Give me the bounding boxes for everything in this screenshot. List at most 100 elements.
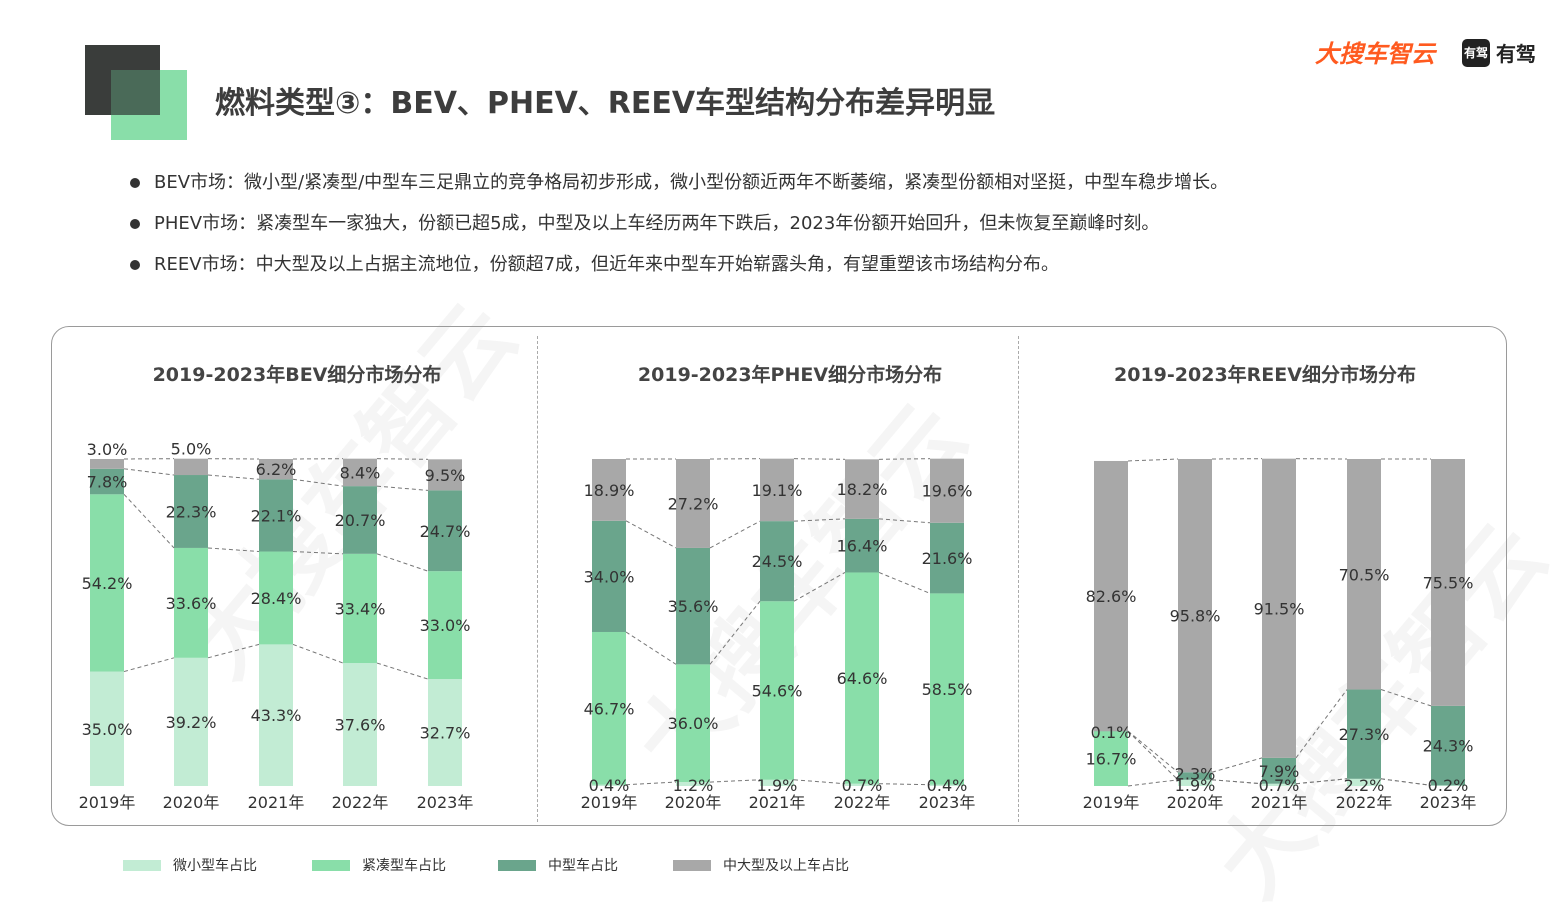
connector-line-mini bbox=[794, 780, 845, 784]
data-label-compact: 46.7% bbox=[584, 699, 635, 718]
data-label-large: 5.0% bbox=[171, 440, 212, 459]
bar-segment-large bbox=[90, 459, 124, 469]
data-label-large: 18.9% bbox=[584, 481, 635, 500]
data-label-compact: 54.2% bbox=[82, 574, 133, 593]
data-label-mid: 7.9% bbox=[1259, 762, 1300, 781]
connector-line-compact bbox=[377, 554, 428, 571]
connector-line-mini bbox=[626, 782, 676, 785]
data-label-compact: 33.4% bbox=[335, 599, 386, 618]
legend-label-mini: 微小型车占比 bbox=[173, 855, 257, 875]
legend-swatch-compact bbox=[312, 860, 350, 871]
x-tick-label: 2022年 bbox=[1336, 793, 1393, 812]
x-tick-label: 2021年 bbox=[248, 793, 305, 812]
connector-line-mid bbox=[377, 486, 428, 490]
connector-line-large bbox=[1128, 459, 1178, 461]
data-label-mini: 37.6% bbox=[335, 716, 386, 735]
x-tick-label: 2019年 bbox=[1083, 793, 1140, 812]
connector-line-mid bbox=[124, 469, 174, 475]
x-tick-label: 2019年 bbox=[79, 793, 136, 812]
x-tick-label: 2022年 bbox=[834, 793, 891, 812]
data-label-mid: 2.3% bbox=[1175, 764, 1216, 783]
connector-line-compact bbox=[1381, 779, 1431, 786]
legend-item-mid: 中型车占比 bbox=[498, 855, 618, 875]
data-label-large: 19.1% bbox=[752, 481, 803, 500]
data-label-mid: 16.4% bbox=[837, 537, 888, 556]
data-label-mid: 24.3% bbox=[1423, 737, 1474, 756]
data-label-compact: 64.6% bbox=[837, 669, 888, 688]
connector-line-mid bbox=[710, 521, 760, 548]
connector-line-mini bbox=[879, 784, 930, 785]
legend-label-large: 中大型及以上车占比 bbox=[723, 855, 849, 875]
x-tick-label: 2020年 bbox=[1167, 793, 1224, 812]
data-label-mid: 27.3% bbox=[1339, 725, 1390, 744]
data-label-mid: 34.0% bbox=[584, 567, 635, 586]
connector-line-mid bbox=[1296, 690, 1347, 758]
data-label-mid: 0.1% bbox=[1091, 723, 1132, 742]
connector-line-mid bbox=[1381, 690, 1431, 706]
data-label-mini: 35.0% bbox=[82, 720, 133, 739]
connector-line-mini bbox=[377, 663, 428, 679]
connector-line-mini bbox=[124, 658, 174, 672]
connector-line-large bbox=[377, 459, 428, 460]
data-label-mid: 24.7% bbox=[420, 522, 471, 541]
data-label-large: 6.2% bbox=[256, 460, 297, 479]
connector-line-mid bbox=[208, 475, 259, 479]
legend-item-mini: 微小型车占比 bbox=[123, 855, 257, 875]
legend: 微小型车占比 紧凑型车占比 中型车占比 中大型及以上车占比 bbox=[0, 855, 1559, 879]
data-label-mini: 32.7% bbox=[420, 724, 471, 743]
data-label-compact: 33.6% bbox=[166, 594, 217, 613]
connector-line-compact bbox=[208, 548, 259, 552]
data-label-compact: 33.0% bbox=[420, 616, 471, 635]
connector-line-mid bbox=[626, 521, 676, 548]
data-label-mini: 43.3% bbox=[251, 706, 302, 725]
data-label-large: 9.5% bbox=[425, 466, 466, 485]
connector-line-compact bbox=[879, 572, 930, 593]
connector-line-compact bbox=[1212, 780, 1262, 784]
bar-segment-large bbox=[174, 459, 208, 475]
data-label-large: 75.5% bbox=[1423, 573, 1474, 592]
connector-line-mini bbox=[1128, 780, 1178, 786]
legend-swatch-large bbox=[673, 860, 711, 871]
x-tick-label: 2022年 bbox=[332, 793, 389, 812]
legend-item-large: 中大型及以上车占比 bbox=[673, 855, 849, 875]
data-label-mid: 22.1% bbox=[251, 506, 302, 525]
connector-line-mid bbox=[1212, 758, 1262, 772]
data-label-mid: 22.3% bbox=[166, 502, 217, 521]
connector-line-large bbox=[794, 459, 845, 460]
x-tick-label: 2023年 bbox=[1420, 793, 1477, 812]
x-tick-label: 2023年 bbox=[919, 793, 976, 812]
data-label-large: 8.4% bbox=[340, 463, 381, 482]
legend-label-mid: 中型车占比 bbox=[548, 855, 618, 875]
data-label-large: 19.6% bbox=[922, 482, 973, 501]
legend-label-compact: 紧凑型车占比 bbox=[362, 855, 446, 875]
connector-line-mid bbox=[879, 519, 930, 523]
data-label-large: 3.0% bbox=[87, 440, 128, 459]
data-label-mid: 24.5% bbox=[752, 552, 803, 571]
legend-item-compact: 紧凑型车占比 bbox=[312, 855, 446, 875]
data-label-mid: 35.6% bbox=[668, 597, 719, 616]
data-label-large: 18.2% bbox=[837, 480, 888, 499]
data-label-large: 91.5% bbox=[1254, 599, 1305, 618]
data-label-large: 27.2% bbox=[668, 494, 719, 513]
stacked-bar-charts: 35.0%54.2%7.8%3.0%2019年39.2%33.6%22.3%5.… bbox=[0, 0, 1559, 898]
connector-line-mini bbox=[293, 644, 343, 663]
data-label-mini: 39.2% bbox=[166, 713, 217, 732]
data-label-compact: 28.4% bbox=[251, 589, 302, 608]
data-label-compact: 58.5% bbox=[922, 680, 973, 699]
data-label-compact: 36.0% bbox=[668, 714, 719, 733]
connector-line-large bbox=[879, 459, 930, 460]
x-tick-label: 2021年 bbox=[1251, 793, 1308, 812]
connector-line-compact bbox=[1296, 779, 1347, 784]
x-tick-label: 2020年 bbox=[163, 793, 220, 812]
x-tick-label: 2019年 bbox=[581, 793, 638, 812]
connector-line-compact bbox=[626, 632, 676, 664]
data-label-mid: 20.7% bbox=[335, 511, 386, 530]
connector-line-compact bbox=[293, 552, 343, 554]
connector-line-mid bbox=[293, 479, 343, 486]
data-label-compact: 54.6% bbox=[752, 682, 803, 701]
data-label-compact: 16.7% bbox=[1086, 750, 1137, 769]
data-label-large: 70.5% bbox=[1339, 565, 1390, 584]
legend-swatch-mid bbox=[498, 860, 536, 871]
x-tick-label: 2021年 bbox=[749, 793, 806, 812]
connector-line-mini bbox=[208, 644, 259, 657]
